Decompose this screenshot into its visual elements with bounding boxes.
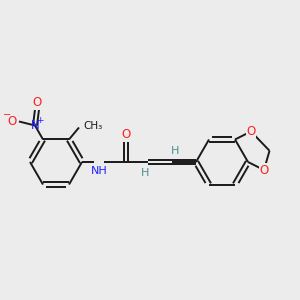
Text: N: N — [31, 119, 39, 132]
Text: H: H — [171, 146, 179, 156]
Text: CH₃: CH₃ — [83, 122, 102, 131]
Text: +: + — [36, 116, 44, 125]
Text: O: O — [32, 96, 42, 109]
Text: H: H — [141, 168, 149, 178]
Text: NH: NH — [91, 166, 107, 176]
Text: O: O — [122, 128, 130, 142]
Text: O: O — [246, 125, 256, 138]
Text: −: − — [3, 110, 11, 121]
Text: O: O — [8, 115, 16, 128]
Text: O: O — [260, 164, 268, 176]
